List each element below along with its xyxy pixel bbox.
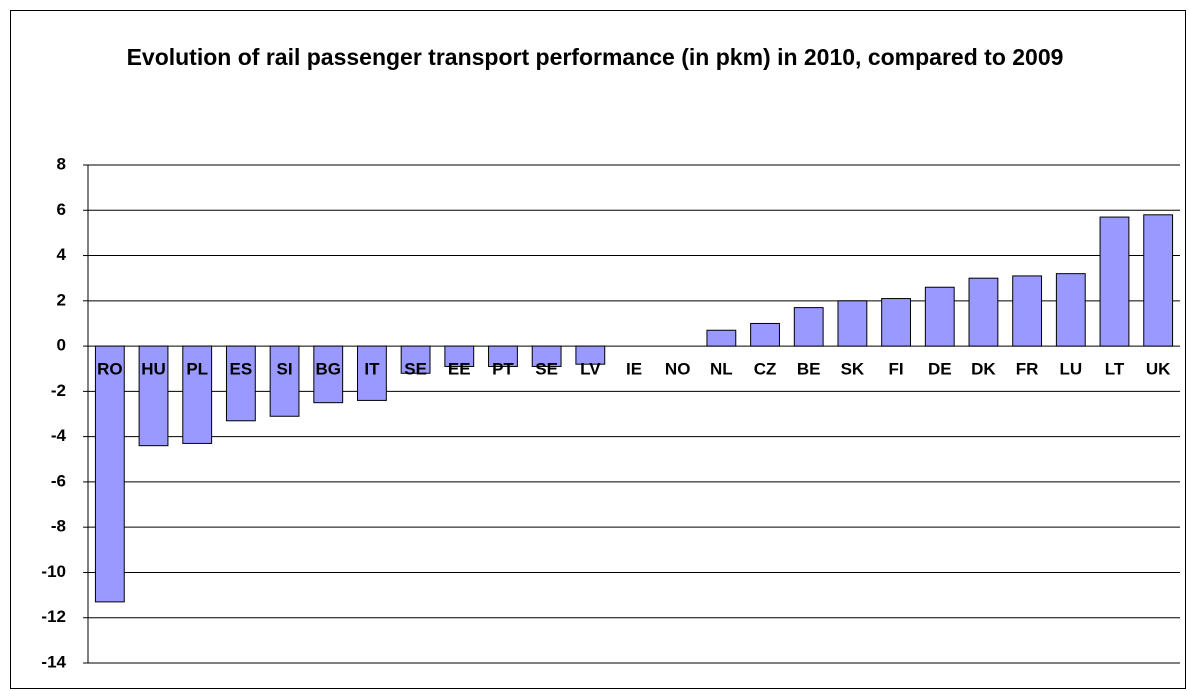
bar (138, 345, 169, 447)
bar (1143, 214, 1174, 347)
bar (182, 345, 213, 444)
x-tick-label: HU (141, 360, 166, 379)
x-tick-label: SE (535, 360, 558, 379)
bar (313, 345, 344, 404)
x-tick-label: DE (928, 360, 952, 379)
bar (269, 345, 300, 417)
y-tick-label: -12 (41, 607, 66, 626)
x-tick-label: UK (1146, 360, 1171, 379)
x-tick-label: SE (404, 360, 427, 379)
y-tick-label: -6 (51, 471, 66, 490)
x-tick-label: NL (710, 360, 733, 379)
bar (400, 345, 431, 374)
y-tick-label: 0 (57, 336, 66, 355)
y-tick-label: -8 (51, 517, 66, 536)
bar (793, 307, 824, 347)
bar (94, 345, 125, 603)
y-tick-label: 4 (57, 245, 67, 264)
x-tick-label: LU (1059, 360, 1082, 379)
x-tick-label: PT (492, 360, 514, 379)
x-tick-label: BE (797, 360, 821, 379)
bar (1012, 275, 1043, 347)
bar (1099, 216, 1130, 347)
bar (1055, 273, 1086, 347)
bar (750, 322, 780, 347)
bar (968, 277, 999, 347)
y-tick-label: 6 (57, 200, 66, 219)
bar (488, 345, 518, 367)
x-tick-label: PL (186, 360, 208, 379)
bar (837, 300, 868, 347)
x-tick-label: SI (277, 360, 293, 379)
x-tick-label: RO (97, 360, 123, 379)
bar (575, 345, 606, 365)
y-tick-label: -14 (41, 652, 66, 671)
bar (225, 345, 256, 422)
chart-title: Evolution of rail passenger transport pe… (126, 44, 1064, 70)
x-tick-label: EE (448, 360, 471, 379)
y-tick-label: -4 (51, 426, 67, 445)
bar (444, 345, 475, 367)
x-tick-label: NO (665, 360, 691, 379)
y-tick-label: 2 (57, 290, 66, 309)
x-tick-label: ES (230, 360, 253, 379)
chart-frame (10, 10, 1186, 689)
bar (357, 345, 387, 401)
bar (924, 286, 955, 347)
x-tick-label: DK (971, 360, 996, 379)
x-tick-label: IE (626, 360, 642, 379)
x-tick-label: BG (315, 360, 341, 379)
bar (881, 298, 911, 347)
x-tick-label: SK (841, 360, 865, 379)
y-tick-label: 8 (57, 154, 66, 173)
x-tick-label: IT (364, 360, 380, 379)
bar (531, 345, 562, 367)
x-tick-label: LV (580, 360, 601, 379)
bar (706, 329, 737, 347)
y-tick-label: -2 (51, 381, 66, 400)
x-tick-label: LT (1105, 360, 1125, 379)
y-tick-label: -10 (41, 562, 66, 581)
x-tick-label: FI (889, 360, 904, 379)
x-tick-label: CZ (754, 360, 777, 379)
x-tick-label: FR (1016, 360, 1039, 379)
